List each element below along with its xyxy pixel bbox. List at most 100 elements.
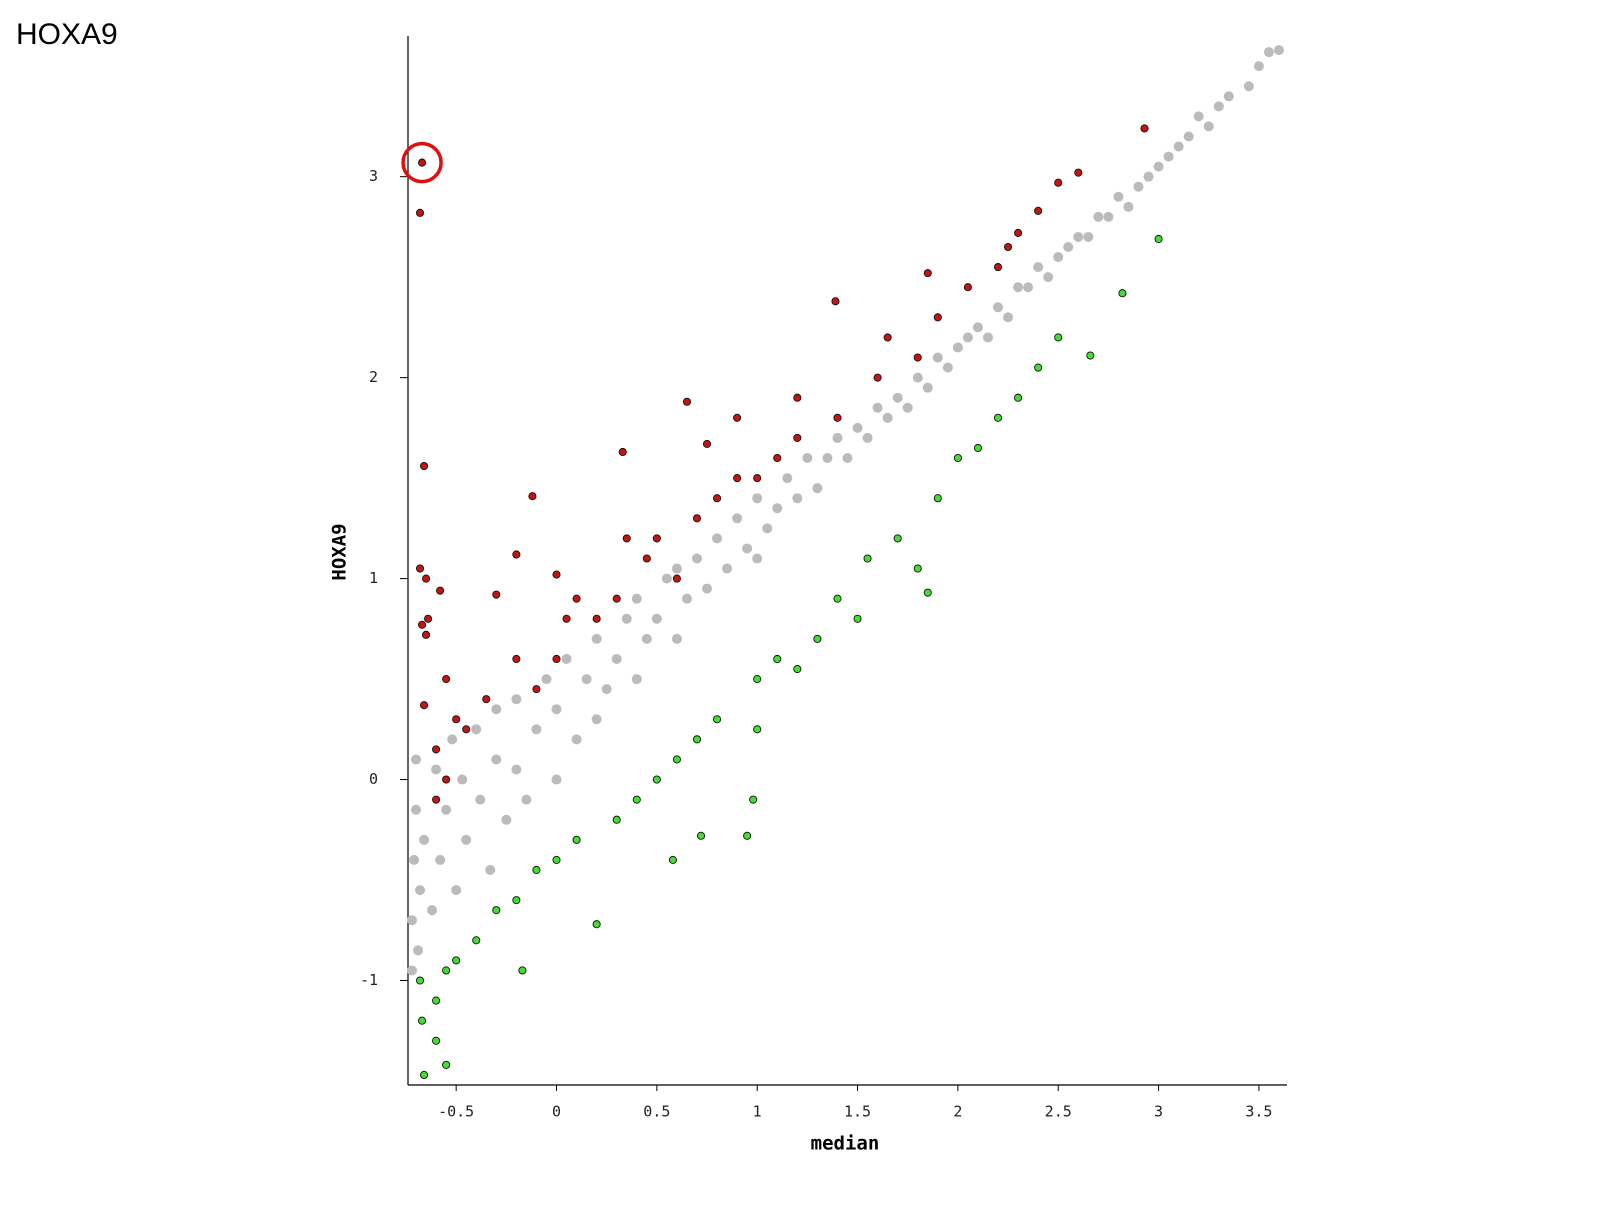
- point: [411, 754, 422, 765]
- point: [913, 564, 922, 573]
- point: [873, 373, 882, 382]
- point: [1173, 141, 1184, 152]
- point: [432, 996, 441, 1005]
- point: [1083, 231, 1094, 242]
- point: [592, 920, 601, 929]
- point: [1093, 211, 1104, 222]
- point: [752, 553, 763, 564]
- point: [452, 715, 461, 724]
- point: [833, 413, 842, 422]
- point: [713, 715, 722, 724]
- point: [1014, 228, 1023, 237]
- y-tick-label: 2: [369, 368, 378, 386]
- x-tick-label: 2: [953, 1103, 962, 1121]
- point: [802, 453, 813, 464]
- point: [442, 675, 451, 684]
- point: [702, 439, 712, 448]
- point: [912, 372, 923, 383]
- point: [622, 534, 631, 543]
- point: [441, 804, 452, 815]
- point: [1243, 81, 1254, 92]
- point: [883, 333, 892, 342]
- point: [571, 734, 582, 745]
- point: [942, 362, 953, 373]
- point: [672, 574, 681, 583]
- point: [485, 864, 496, 875]
- y-tick-label: -1: [360, 971, 378, 989]
- x-axis-label: median: [811, 1133, 880, 1155]
- point: [415, 885, 426, 896]
- point: [812, 483, 823, 494]
- point: [642, 554, 651, 563]
- point: [932, 352, 943, 363]
- point: [953, 453, 962, 463]
- point: [1053, 252, 1064, 263]
- point: [743, 831, 752, 840]
- point: [892, 392, 903, 403]
- point: [832, 432, 843, 443]
- point: [1118, 289, 1127, 298]
- x-tick-label: 2.5: [1045, 1103, 1072, 1121]
- point: [702, 583, 713, 594]
- point: [442, 1060, 451, 1069]
- point: [457, 774, 468, 785]
- point: [933, 494, 942, 503]
- point: [431, 764, 442, 775]
- point: [601, 684, 612, 695]
- point: [512, 896, 521, 905]
- point: [432, 795, 441, 804]
- point: [422, 574, 431, 583]
- point: [518, 966, 527, 975]
- point: [612, 594, 621, 603]
- x-tick-label: 0.5: [643, 1103, 670, 1121]
- point: [1086, 351, 1095, 360]
- point: [531, 724, 542, 735]
- point: [1003, 242, 1013, 252]
- point: [993, 302, 1004, 313]
- point: [893, 534, 902, 543]
- point: [1113, 191, 1124, 202]
- point: [420, 701, 429, 710]
- point: [462, 725, 471, 734]
- point: [532, 865, 541, 875]
- point: [1203, 121, 1214, 132]
- point: [492, 906, 501, 915]
- point: [407, 965, 418, 976]
- point: [592, 614, 601, 623]
- point: [427, 905, 438, 916]
- x-tick-label: 1.5: [844, 1103, 871, 1121]
- point: [753, 725, 762, 734]
- point: [668, 855, 677, 864]
- point: [1033, 262, 1044, 273]
- point: [521, 794, 532, 805]
- point: [422, 630, 431, 639]
- point: [1213, 101, 1224, 112]
- point: [532, 685, 541, 694]
- point: [1074, 168, 1083, 177]
- point: [813, 634, 822, 643]
- point: [831, 297, 840, 306]
- point: [1013, 282, 1024, 293]
- point: [413, 945, 424, 956]
- point: [1263, 47, 1274, 58]
- point: [1140, 124, 1149, 133]
- point: [415, 564, 425, 573]
- point: [902, 402, 913, 413]
- point: [749, 795, 758, 804]
- point: [1073, 231, 1084, 242]
- point: [651, 613, 662, 624]
- point: [672, 755, 681, 764]
- point: [1043, 272, 1054, 283]
- point: [417, 1016, 427, 1025]
- point: [733, 413, 742, 422]
- point: [501, 814, 512, 825]
- point: [972, 322, 983, 333]
- point: [415, 208, 425, 217]
- point: [742, 543, 753, 554]
- point: [842, 453, 853, 464]
- x-tick-label: 1: [753, 1103, 762, 1121]
- point: [982, 332, 993, 343]
- point: [572, 594, 581, 603]
- point: [1253, 61, 1264, 72]
- point: [541, 674, 552, 685]
